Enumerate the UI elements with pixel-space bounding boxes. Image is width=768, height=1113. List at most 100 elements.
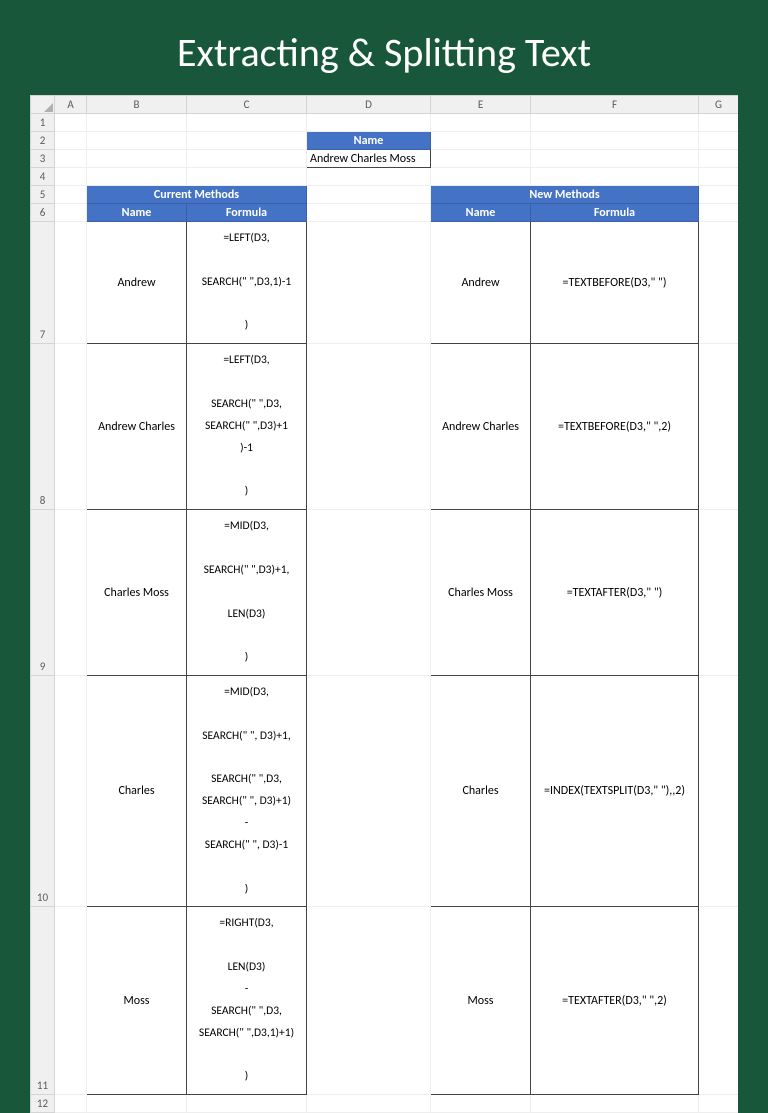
cell[interactable] — [307, 676, 431, 907]
cell[interactable] — [307, 344, 431, 510]
cell[interactable] — [431, 1095, 531, 1113]
row-head-2[interactable]: 2 — [31, 132, 55, 150]
cell[interactable] — [699, 510, 739, 676]
cell[interactable] — [699, 114, 739, 132]
name-value[interactable]: Andrew Charles Moss — [307, 150, 431, 168]
cell[interactable] — [55, 132, 87, 150]
cell[interactable] — [307, 114, 431, 132]
cell[interactable] — [87, 168, 187, 186]
cell[interactable] — [431, 150, 531, 168]
cell[interactable] — [55, 1095, 87, 1113]
current-methods-header[interactable]: Current Methods — [87, 186, 307, 204]
cell[interactable] — [187, 168, 307, 186]
cell[interactable] — [699, 132, 739, 150]
cell[interactable] — [55, 114, 87, 132]
cell[interactable] — [55, 344, 87, 510]
cell[interactable] — [699, 1095, 739, 1113]
new-formula-2[interactable]: =TEXTAFTER(D3," ") — [531, 510, 699, 676]
col-C[interactable]: C — [187, 96, 307, 114]
new-name-0[interactable]: Andrew — [431, 222, 531, 344]
row-head-12[interactable]: 12 — [31, 1095, 55, 1113]
cell[interactable] — [307, 1095, 431, 1113]
cell[interactable] — [187, 132, 307, 150]
cell[interactable] — [187, 1095, 307, 1113]
cell[interactable] — [55, 186, 87, 204]
new-name-2[interactable]: Charles Moss — [431, 510, 531, 676]
cell[interactable] — [699, 344, 739, 510]
row-head-3[interactable]: 3 — [31, 150, 55, 168]
current-name-header[interactable]: Name — [87, 204, 187, 222]
col-D[interactable]: D — [307, 96, 431, 114]
cell[interactable] — [431, 132, 531, 150]
new-formula-3[interactable]: =INDEX(TEXTSPLIT(D3," "),,2) — [531, 676, 699, 907]
cell[interactable] — [531, 114, 699, 132]
cell[interactable] — [307, 204, 431, 222]
cell[interactable] — [531, 150, 699, 168]
col-B[interactable]: B — [87, 96, 187, 114]
name-header[interactable]: Name — [307, 132, 431, 150]
new-name-1[interactable]: Andrew Charles — [431, 344, 531, 510]
current-name-0[interactable]: Andrew — [87, 222, 187, 344]
select-all-corner[interactable] — [31, 96, 55, 114]
current-name-3[interactable]: Charles — [87, 676, 187, 907]
cell[interactable] — [87, 150, 187, 168]
col-A[interactable]: A — [55, 96, 87, 114]
cell[interactable] — [307, 510, 431, 676]
row-head-6[interactable]: 6 — [31, 204, 55, 222]
row-6: 6 Name Formula Name Formula — [31, 204, 739, 222]
cell[interactable] — [55, 510, 87, 676]
cell[interactable] — [699, 186, 739, 204]
cell[interactable] — [699, 150, 739, 168]
new-formula-1[interactable]: =TEXTBEFORE(D3," ",2) — [531, 344, 699, 510]
current-formula-2[interactable]: =MID(D3, SEARCH(" ",D3)+1, LEN(D3) ) — [187, 510, 307, 676]
cell[interactable] — [187, 150, 307, 168]
current-name-1[interactable]: Andrew Charles — [87, 344, 187, 510]
cell[interactable] — [307, 186, 431, 204]
new-formula-header[interactable]: Formula — [531, 204, 699, 222]
new-formula-0[interactable]: =TEXTBEFORE(D3," ") — [531, 222, 699, 344]
col-E[interactable]: E — [431, 96, 531, 114]
cell[interactable] — [531, 1095, 699, 1113]
cell[interactable] — [55, 150, 87, 168]
cell[interactable] — [55, 222, 87, 344]
current-name-2[interactable]: Charles Moss — [87, 510, 187, 676]
col-G[interactable]: G — [699, 96, 739, 114]
cell[interactable] — [87, 1095, 187, 1113]
new-methods-header[interactable]: New Methods — [431, 186, 699, 204]
row-head-7[interactable]: 7 — [31, 222, 55, 344]
page-title: Extracting & Splitting Text — [0, 0, 768, 95]
cell[interactable] — [531, 132, 699, 150]
row-12: 12 — [31, 1095, 739, 1113]
spreadsheet-grid[interactable]: A B C D E F G 1 2 Name 3 Andrew Charles … — [30, 95, 738, 1113]
row-head-1[interactable]: 1 — [31, 114, 55, 132]
cell[interactable] — [699, 168, 739, 186]
cell[interactable] — [699, 676, 739, 907]
col-F[interactable]: F — [531, 96, 699, 114]
cell[interactable] — [699, 222, 739, 344]
cell[interactable] — [55, 676, 87, 907]
cell[interactable] — [55, 168, 87, 186]
current-formula-header[interactable]: Formula — [187, 204, 307, 222]
cell[interactable] — [699, 204, 739, 222]
cell[interactable] — [531, 168, 699, 186]
current-formula-0[interactable]: =LEFT(D3, SEARCH(" ",D3,1)-1 ) — [187, 222, 307, 344]
row-head-8[interactable]: 8 — [31, 344, 55, 510]
cell[interactable] — [431, 168, 531, 186]
new-name-3[interactable]: Charles — [431, 676, 531, 907]
row-head-4[interactable]: 4 — [31, 168, 55, 186]
cell[interactable] — [87, 132, 187, 150]
row-head-10[interactable]: 10 — [31, 676, 55, 907]
cell[interactable] — [431, 114, 531, 132]
current-formula-3[interactable]: =MID(D3, SEARCH(" ", D3)+1, SEARCH(" ",D… — [187, 676, 307, 907]
new-name-header[interactable]: Name — [431, 204, 531, 222]
current-formula-1[interactable]: =LEFT(D3, SEARCH(" ",D3, SEARCH(" ",D3)+… — [187, 344, 307, 510]
row-head-9[interactable]: 9 — [31, 510, 55, 676]
row-head-5[interactable]: 5 — [31, 186, 55, 204]
cell[interactable] — [187, 114, 307, 132]
cell[interactable] — [55, 204, 87, 222]
row-5: 5 Current Methods New Methods — [31, 186, 739, 204]
cell[interactable] — [307, 222, 431, 344]
row-3: 3 Andrew Charles Moss — [31, 150, 739, 168]
cell[interactable] — [87, 114, 187, 132]
cell[interactable] — [307, 168, 431, 186]
